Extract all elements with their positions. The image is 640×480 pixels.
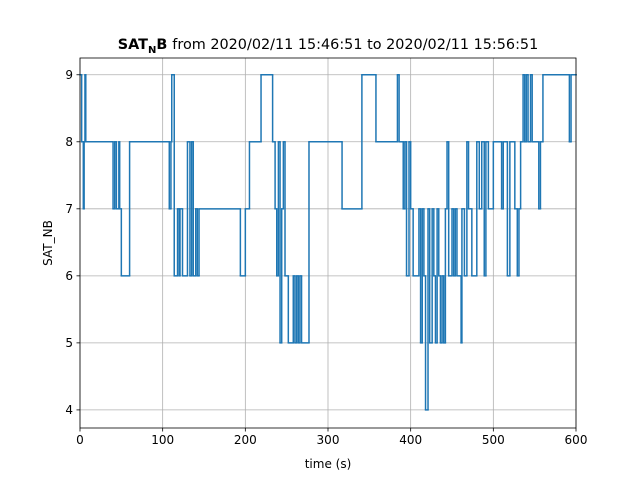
title-rest: from 2020/02/11 15:46:51 to 2020/02/11 1…: [172, 37, 538, 53]
x-tick-label: 500: [482, 433, 505, 447]
x-axis-label: time (s): [305, 457, 352, 471]
title-bold: SAT: [118, 37, 148, 53]
x-tick-label: 0: [76, 433, 84, 447]
title-subscript: N: [148, 45, 156, 56]
y-axis-label: SAT_NB: [41, 220, 55, 266]
y-tick-label: 6: [65, 269, 73, 283]
x-tick-label: 400: [399, 433, 422, 447]
x-tick-label: 300: [317, 433, 340, 447]
y-tick-label: 8: [65, 135, 73, 149]
plot-frame: [79, 57, 577, 429]
x-tick-label: 200: [234, 433, 257, 447]
x-tick-label: 100: [151, 433, 174, 447]
y-tick-label: 5: [65, 336, 73, 350]
y-tick-label: 4: [65, 403, 73, 417]
y-tick-label: 7: [65, 202, 73, 216]
title-bold-tail: B: [156, 37, 167, 53]
y-tick-label: 9: [65, 68, 73, 82]
x-tick-label: 600: [565, 433, 588, 447]
chart-title: SATNB from 2020/02/11 15:46:51 to 2020/02…: [118, 37, 539, 56]
